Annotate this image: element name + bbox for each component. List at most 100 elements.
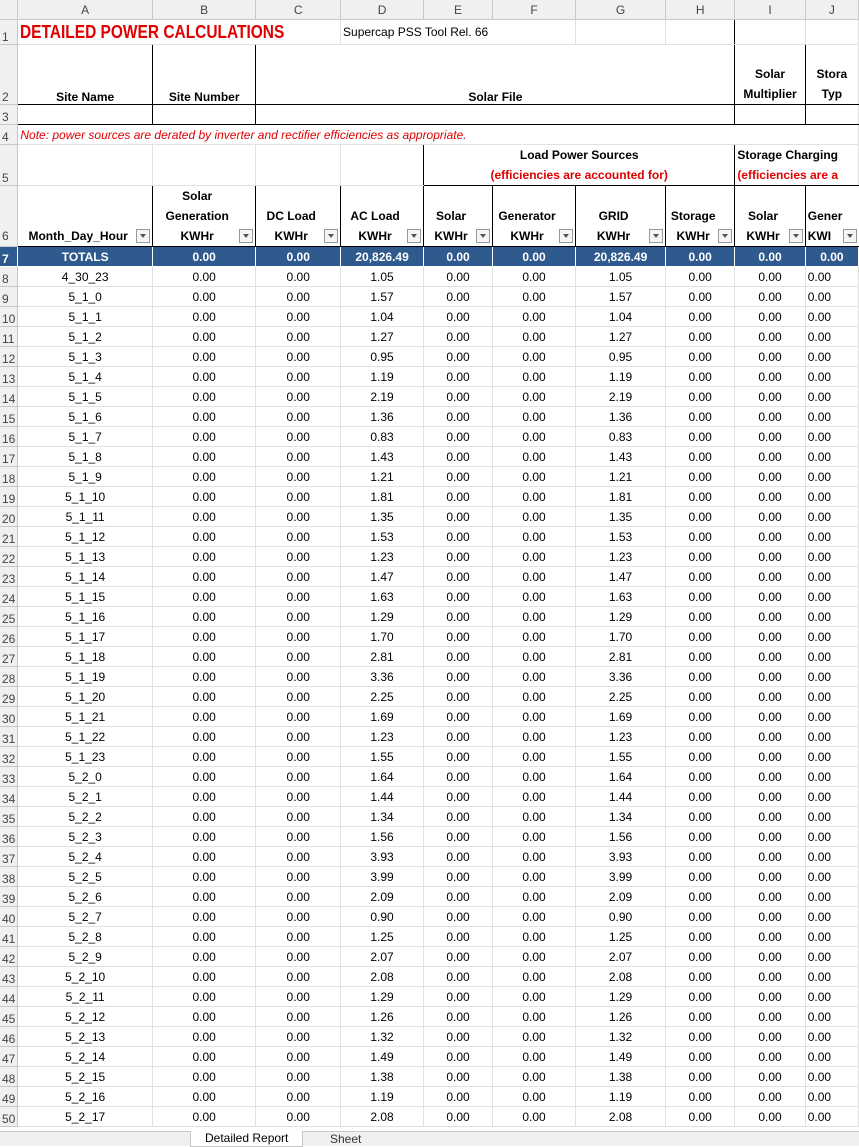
value-cell[interactable]: 0.00 bbox=[805, 566, 859, 587]
value-cell[interactable]: 0.00 bbox=[152, 886, 257, 907]
row-header[interactable]: 12 bbox=[0, 346, 19, 367]
value-cell[interactable]: 0.00 bbox=[805, 826, 859, 847]
row-header[interactable]: 13 bbox=[0, 366, 19, 387]
value-cell[interactable]: 0.00 bbox=[734, 266, 806, 287]
value-cell[interactable]: 0.00 bbox=[805, 1106, 859, 1127]
row-header[interactable]: 3 bbox=[0, 104, 19, 125]
totals-cell[interactable]: 0.00 bbox=[255, 246, 342, 267]
value-cell[interactable]: 0.00 bbox=[492, 706, 577, 727]
value-cell[interactable]: 1.29 bbox=[340, 986, 425, 1007]
value-cell[interactable]: 0.00 bbox=[805, 1046, 859, 1067]
value-cell[interactable]: 3.36 bbox=[575, 666, 667, 687]
month-day-hour-cell[interactable]: 5_1_23 bbox=[17, 746, 153, 767]
value-cell[interactable]: 0.00 bbox=[734, 486, 806, 507]
value-cell[interactable]: 0.00 bbox=[152, 586, 257, 607]
value-cell[interactable]: 0.00 bbox=[255, 766, 342, 787]
month-day-hour-cell[interactable]: 5_1_14 bbox=[17, 566, 153, 587]
value-cell[interactable]: 0.00 bbox=[492, 846, 577, 867]
value-cell[interactable]: 0.00 bbox=[255, 346, 342, 367]
value-cell[interactable]: 0.00 bbox=[152, 266, 257, 287]
value-cell[interactable]: 0.00 bbox=[805, 866, 859, 887]
value-cell[interactable]: 0.00 bbox=[734, 666, 806, 687]
value-cell[interactable]: 1.81 bbox=[340, 486, 425, 507]
value-cell[interactable]: 0.00 bbox=[665, 506, 736, 527]
value-cell[interactable]: 0.00 bbox=[805, 466, 859, 487]
value-cell[interactable]: 1.23 bbox=[340, 546, 425, 567]
value-cell[interactable]: 1.49 bbox=[340, 1046, 425, 1067]
value-cell[interactable]: 0.00 bbox=[805, 786, 859, 807]
value-cell[interactable]: 0.00 bbox=[152, 866, 257, 887]
value-cell[interactable]: 2.81 bbox=[575, 646, 667, 667]
row-header[interactable]: 50 bbox=[0, 1106, 19, 1127]
value-cell[interactable]: 0.00 bbox=[423, 506, 493, 527]
value-cell[interactable]: 0.00 bbox=[152, 566, 257, 587]
value-cell[interactable]: 0.00 bbox=[492, 726, 577, 747]
value-cell[interactable]: 1.23 bbox=[340, 726, 425, 747]
value-cell[interactable]: 0.00 bbox=[734, 506, 806, 527]
value-cell[interactable]: 0.00 bbox=[423, 266, 493, 287]
value-cell[interactable]: 1.53 bbox=[340, 526, 425, 547]
value-cell[interactable]: 3.99 bbox=[340, 866, 425, 887]
value-cell[interactable]: 0.00 bbox=[152, 466, 257, 487]
value-cell[interactable]: 1.05 bbox=[340, 266, 425, 287]
row-header[interactable]: 33 bbox=[0, 766, 19, 787]
value-cell[interactable]: 0.00 bbox=[665, 566, 736, 587]
month-day-hour-cell[interactable]: 5_1_0 bbox=[17, 286, 153, 307]
row-header[interactable]: 15 bbox=[0, 406, 19, 427]
column-header-c[interactable]: C bbox=[255, 0, 342, 20]
value-cell[interactable]: 0.00 bbox=[423, 726, 493, 747]
value-cell[interactable]: 0.00 bbox=[665, 546, 736, 567]
value-cell[interactable]: 0.00 bbox=[805, 606, 859, 627]
value-cell[interactable]: 1.27 bbox=[575, 326, 667, 347]
value-cell[interactable]: 0.00 bbox=[734, 606, 806, 627]
value-cell[interactable]: 0.00 bbox=[734, 446, 806, 467]
value-cell[interactable]: 0.00 bbox=[805, 926, 859, 947]
column-header-f[interactable]: F bbox=[492, 0, 577, 20]
value-cell[interactable]: 0.00 bbox=[152, 346, 257, 367]
value-cell[interactable]: 0.00 bbox=[805, 626, 859, 647]
value-cell[interactable]: 0.00 bbox=[492, 386, 577, 407]
value-cell[interactable]: 0.00 bbox=[805, 1086, 859, 1107]
value-cell[interactable]: 0.00 bbox=[734, 526, 806, 547]
value-cell[interactable]: 0.00 bbox=[255, 1006, 342, 1027]
value-cell[interactable]: 0.00 bbox=[734, 1066, 806, 1087]
value-cell[interactable]: 0.00 bbox=[255, 1106, 342, 1127]
value-cell[interactable]: 0.00 bbox=[255, 326, 342, 347]
value-cell[interactable]: 0.00 bbox=[255, 586, 342, 607]
value-cell[interactable]: 0.00 bbox=[805, 506, 859, 527]
value-cell[interactable]: 0.00 bbox=[152, 1106, 257, 1127]
value-cell[interactable]: 0.00 bbox=[152, 546, 257, 567]
value-cell[interactable]: 0.00 bbox=[255, 786, 342, 807]
value-cell[interactable]: 0.00 bbox=[152, 926, 257, 947]
value-cell[interactable]: 0.83 bbox=[575, 426, 667, 447]
value-cell[interactable]: 0.00 bbox=[255, 846, 342, 867]
value-cell[interactable]: 0.00 bbox=[805, 986, 859, 1007]
value-cell[interactable]: 0.00 bbox=[492, 366, 577, 387]
value-cell[interactable]: 0.00 bbox=[152, 846, 257, 867]
value-cell[interactable]: 0.00 bbox=[734, 786, 806, 807]
month-day-hour-cell[interactable]: 5_1_4 bbox=[17, 366, 153, 387]
row-header[interactable]: 16 bbox=[0, 426, 19, 447]
value-cell[interactable]: 0.00 bbox=[665, 746, 736, 767]
value-cell[interactable]: 0.00 bbox=[665, 406, 736, 427]
row-header[interactable]: 43 bbox=[0, 966, 19, 987]
row-header[interactable]: 35 bbox=[0, 806, 19, 827]
value-cell[interactable]: 1.70 bbox=[575, 626, 667, 647]
month-day-hour-cell[interactable]: 5_2_15 bbox=[17, 1066, 153, 1087]
value-cell[interactable]: 0.00 bbox=[255, 526, 342, 547]
value-cell[interactable]: 0.00 bbox=[423, 286, 493, 307]
row-header[interactable]: 47 bbox=[0, 1046, 19, 1067]
value-cell[interactable]: 0.00 bbox=[665, 266, 736, 287]
value-cell[interactable]: 0.00 bbox=[423, 1026, 493, 1047]
value-cell[interactable]: 0.00 bbox=[423, 946, 493, 967]
value-cell[interactable]: 1.43 bbox=[340, 446, 425, 467]
totals-cell[interactable]: 0.00 bbox=[152, 246, 257, 267]
value-cell[interactable]: 0.00 bbox=[255, 746, 342, 767]
column-header-b[interactable]: B bbox=[152, 0, 257, 20]
totals-cell[interactable]: 20,826.49 bbox=[340, 246, 425, 267]
value-cell[interactable]: 0.00 bbox=[734, 806, 806, 827]
value-cell[interactable]: 3.99 bbox=[575, 866, 667, 887]
value-cell[interactable]: 0.00 bbox=[734, 1046, 806, 1067]
value-cell[interactable]: 0.00 bbox=[152, 1086, 257, 1107]
